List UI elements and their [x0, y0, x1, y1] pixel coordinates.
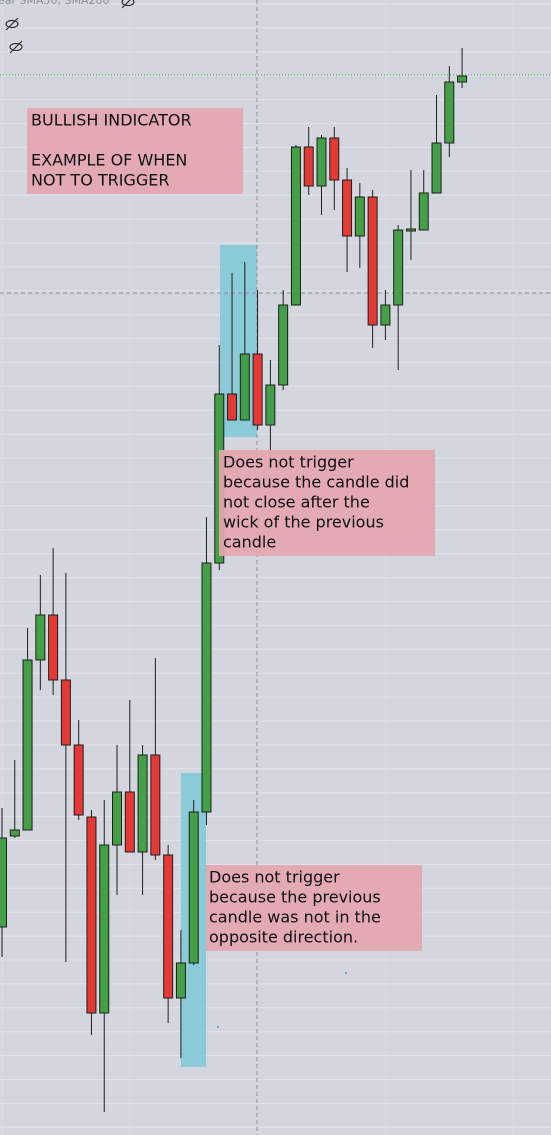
candle-body	[329, 137, 340, 181]
candle-body	[150, 754, 161, 856]
eye-icon[interactable]	[5, 17, 19, 31]
candle-body	[457, 75, 468, 83]
annotation-text: Does not trigger	[223, 453, 354, 472]
candle-body	[342, 179, 353, 237]
candle-body	[393, 229, 404, 306]
candle-body	[239, 353, 250, 421]
candle-body	[175, 962, 186, 999]
dot	[345, 972, 347, 974]
candle-body	[367, 196, 378, 326]
candle-body	[163, 854, 174, 999]
candle-body	[22, 659, 33, 831]
annotation-text: wick of the previous	[223, 513, 384, 532]
annotation-text: NOT TO TRIGGER	[31, 171, 170, 190]
annotation-text: because the candle did	[223, 473, 409, 492]
annotation-box	[206, 865, 422, 951]
candle-body	[86, 816, 97, 1014]
legend-text: ear SMA50, SMA200	[0, 0, 110, 7]
annotation-box	[219, 450, 435, 556]
annotation-text: candle was not in the	[209, 908, 381, 927]
dot	[217, 1026, 219, 1028]
candle-body	[112, 791, 123, 846]
annotation-text: not close after the	[223, 493, 370, 512]
candle-body	[0, 837, 7, 928]
annotation-text: opposite direction.	[209, 928, 358, 947]
annotation-text: Does not trigger	[209, 868, 340, 887]
annotation-box	[27, 108, 243, 194]
candle-body	[188, 811, 199, 964]
candle-body	[418, 192, 429, 231]
candles	[0, 48, 468, 1112]
candle-body	[201, 562, 212, 813]
candle-body	[380, 304, 391, 326]
candle-body	[278, 304, 289, 386]
candle-body	[405, 228, 416, 232]
annotation-text: candle	[223, 533, 276, 552]
candle-body	[60, 679, 71, 746]
candle-body	[35, 614, 46, 661]
annotation-text: EXAMPLE OF WHEN	[31, 151, 187, 170]
candle-body	[290, 146, 301, 306]
candle-body	[303, 146, 314, 187]
candle-body	[316, 137, 327, 187]
candle-body	[9, 829, 20, 837]
candle-body	[265, 384, 276, 426]
candle-body	[99, 844, 110, 1014]
candle-body	[124, 791, 135, 853]
candle-body	[354, 196, 365, 237]
highlight-zone	[220, 245, 257, 437]
eye-icon[interactable]	[9, 40, 23, 54]
candle-body	[227, 393, 238, 421]
candle-body	[431, 142, 442, 194]
candle-body	[73, 744, 84, 816]
candle-body	[444, 81, 455, 144]
annotation-text: BULLISH INDICATOR	[31, 111, 192, 130]
annotation-text: because the previous	[209, 888, 381, 907]
eye-icon[interactable]	[121, 0, 135, 9]
candle-body	[252, 353, 263, 426]
candle-body	[48, 614, 59, 681]
candle-body	[137, 754, 148, 853]
